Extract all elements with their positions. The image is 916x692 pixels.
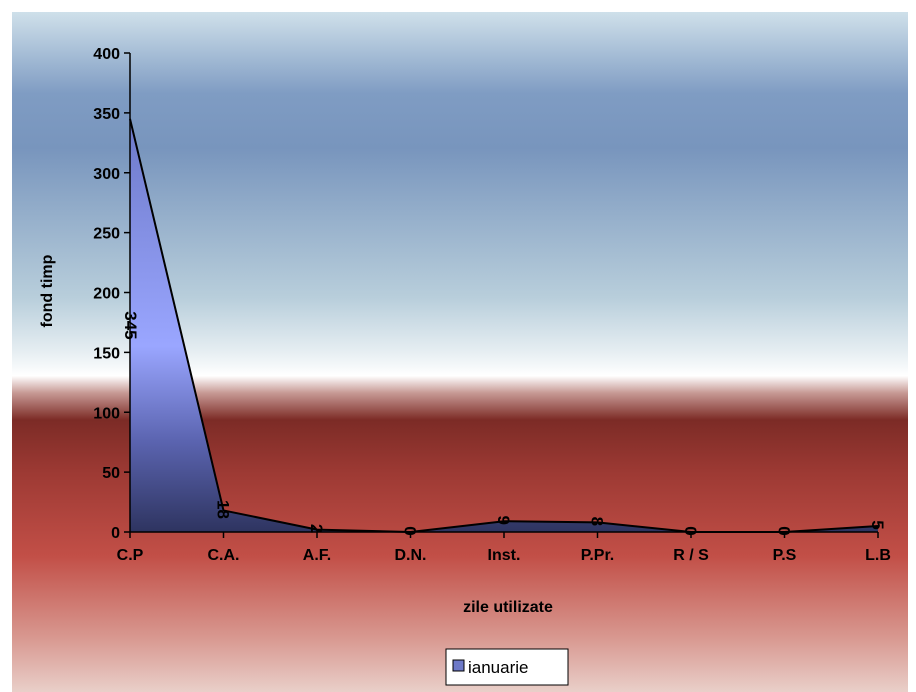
y-tick-label: 50 [102, 465, 120, 482]
data-label: 0 [775, 526, 794, 535]
x-tick-label: A.F. [303, 547, 331, 564]
data-label: 2 [307, 524, 326, 533]
y-axis-title: fond timp [39, 254, 56, 327]
data-label: 9 [494, 515, 513, 524]
series-area [130, 118, 878, 533]
legend: ianuarie [445, 648, 569, 686]
x-axis: C.P C.A. A.F. D.N. Inst. P.Pr. R / S P.S L.B [117, 531, 891, 564]
data-label: 5 [868, 520, 887, 529]
data-labels: 345 18 2 0 9 8 0 0 5 [121, 311, 887, 535]
x-tick-label: L.B [865, 547, 891, 564]
data-label: 0 [681, 526, 700, 535]
data-label: 18 [214, 500, 233, 519]
data-label: 8 [588, 517, 607, 526]
y-tick-label: 400 [93, 46, 120, 63]
x-tick-label: R / S [673, 547, 709, 564]
x-tick-label: C.P [117, 547, 144, 564]
x-tick-label: P.S [773, 547, 797, 564]
y-tick-label: 100 [93, 405, 120, 422]
x-tick-label: C.A. [208, 547, 240, 564]
legend-box [445, 648, 569, 686]
x-tick-label: D.N. [395, 547, 427, 564]
data-label: 345 [121, 311, 140, 339]
y-tick-label: 350 [93, 106, 120, 123]
legend-label: ianuarie [468, 658, 529, 677]
y-tick-label: 200 [93, 286, 120, 303]
y-tick-label: 250 [93, 226, 120, 243]
x-tick-label: P.Pr. [581, 547, 615, 564]
legend-swatch [452, 659, 465, 672]
y-axis: 0 50 100 150 200 250 300 350 400 [93, 46, 131, 542]
y-tick-label: 300 [93, 166, 120, 183]
x-tick-label: Inst. [488, 547, 521, 564]
y-tick-label: 0 [111, 525, 120, 542]
x-axis-title: zile utilizate [463, 599, 553, 616]
y-tick-label: 150 [93, 345, 120, 362]
data-label: 0 [401, 526, 420, 535]
